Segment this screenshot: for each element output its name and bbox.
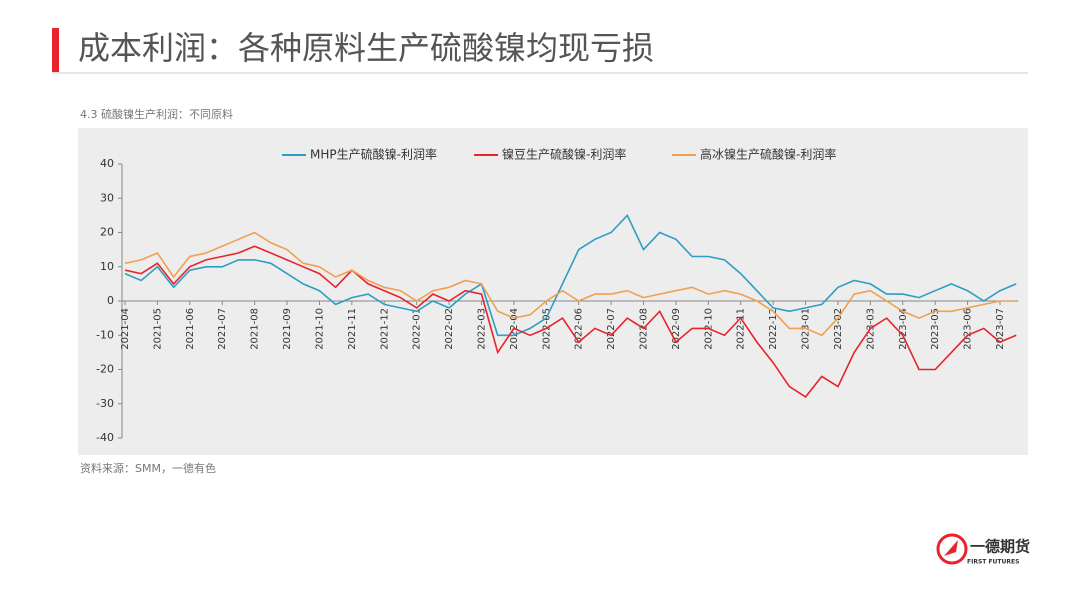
series-line <box>124 245 1017 398</box>
y-tick-label: 40 <box>100 157 114 170</box>
x-tick-label: 2021-09 <box>282 308 293 350</box>
logo-icon <box>936 533 968 565</box>
x-tick-label: 2023-06 <box>963 308 974 350</box>
y-tick-label: 20 <box>100 226 114 239</box>
x-tick-label: 2022-07 <box>606 308 617 350</box>
plot-background <box>78 128 1028 455</box>
x-tick-label: 2022-12 <box>768 308 779 350</box>
logo-name: 一德期货 <box>970 538 1030 556</box>
logo-icon-mark <box>944 540 958 556</box>
title-accent <box>52 28 59 72</box>
series-line <box>124 231 1017 337</box>
y-tick-label: -10 <box>96 328 114 341</box>
y-tick-label: -30 <box>96 397 114 410</box>
y-tick-label: 0 <box>107 294 114 307</box>
legend-label: 镍豆生产硫酸镍-利润率 <box>502 147 626 162</box>
logo-subtitle: FIRST FUTURES <box>967 559 1019 566</box>
x-tick-label: 2021-12 <box>379 308 390 350</box>
x-tick-label: 2022-01 <box>412 308 423 350</box>
x-tick-label: 2022-03 <box>476 308 487 350</box>
x-tick-label: 2022-06 <box>574 308 585 350</box>
legend-label: 高冰镍生产硫酸镍-利润率 <box>700 147 836 162</box>
x-tick-label: 2022-09 <box>671 308 682 350</box>
source: 资料来源：SMM，一德有色 <box>80 461 216 475</box>
slide-title: 成本利润：各种原料生产硫酸镍均现亏损 <box>78 29 654 67</box>
x-tick-label: 2021-11 <box>347 308 358 350</box>
series-line <box>124 214 1017 337</box>
y-tick-label: -40 <box>96 431 114 444</box>
legend-label: MHP生产硫酸镍-利润率 <box>310 147 437 162</box>
x-tick-label: 2021-10 <box>314 308 325 350</box>
y-tick-label: -20 <box>96 363 114 376</box>
x-tick-label: 2023-05 <box>930 308 941 350</box>
x-tick-label: 2021-05 <box>152 308 163 350</box>
x-tick-label: 2022-02 <box>444 308 455 350</box>
y-tick-label: 30 <box>100 191 114 204</box>
x-tick-label: 2023-02 <box>833 308 844 350</box>
x-tick-label: 2023-07 <box>995 308 1006 350</box>
chart-title: 4.3 硫酸镍生产利润：不同原料 <box>80 107 233 121</box>
x-tick-label: 2021-06 <box>185 308 196 350</box>
x-tick-label: 2021-04 <box>120 308 131 350</box>
logo: 一德期货 FIRST FUTURES <box>936 533 1030 566</box>
y-tick-label: 10 <box>100 260 114 273</box>
x-tick-label: 2022-11 <box>736 308 747 350</box>
x-tick-label: 2021-08 <box>250 308 261 350</box>
x-tick-label: 2021-07 <box>217 308 228 350</box>
x-tick-label: 2023-04 <box>898 308 909 350</box>
